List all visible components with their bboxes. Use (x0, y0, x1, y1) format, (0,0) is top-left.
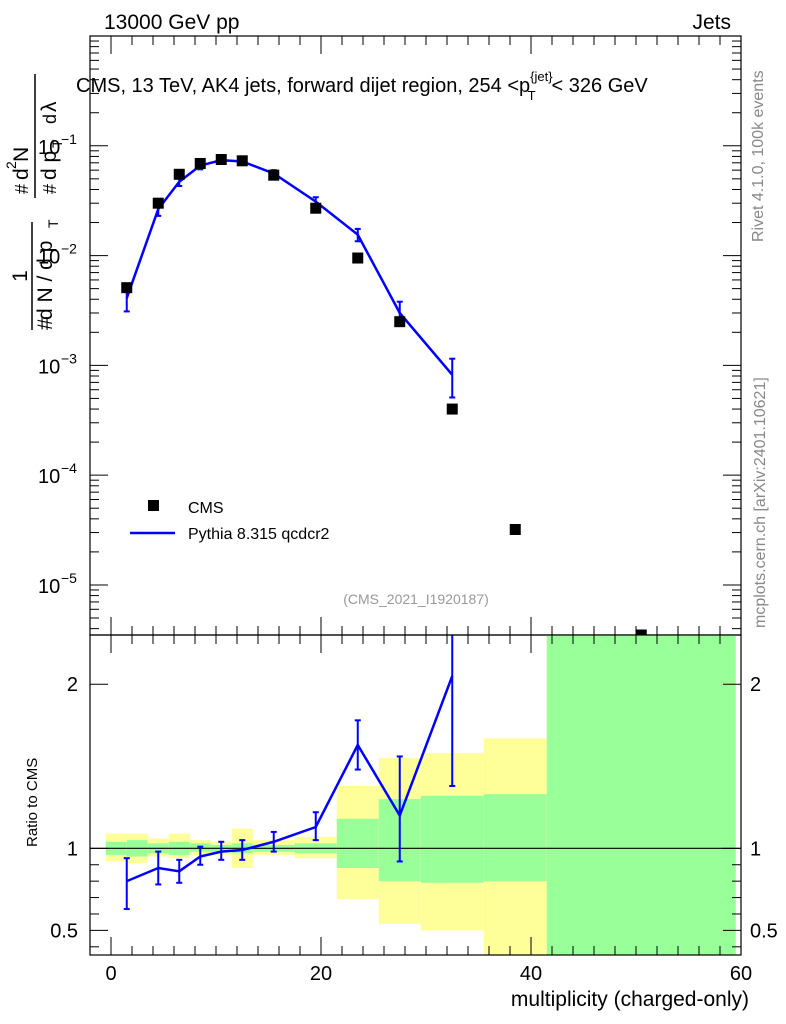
svg-text:#: # (12, 184, 32, 194)
ratio-y-axis-label: Ratio to CMS (24, 758, 41, 847)
category-label: Jets (692, 11, 731, 34)
y-tick-exponent: −2 (61, 241, 77, 257)
y-tick-label: 10 (38, 576, 60, 598)
ratio-band-green (420, 795, 484, 883)
cms-data-point (152, 197, 164, 209)
cms-data-point (509, 523, 521, 535)
ratio-y-tick-label-right: 0.5 (750, 920, 778, 942)
ratio-y-tick-label-left: 1 (67, 838, 78, 860)
legend-label-pythia: Pythia 8.315 qcdcr2 (188, 526, 330, 543)
ratio-band-green (336, 818, 379, 869)
ratio-y-tick-label-left: 0.5 (50, 920, 78, 942)
ratio-band-green (483, 794, 547, 882)
y-tick-exponent: −5 (61, 570, 77, 586)
rivet-label: Rivet 4.1.0, 100k events (750, 70, 767, 242)
svg-text:T: T (45, 219, 61, 228)
legend: CMS Pythia 8.315 qcdcr2 (130, 500, 330, 543)
ratio-band-green (546, 635, 736, 955)
x-tick-label: 20 (310, 963, 332, 985)
y-tick-label: 10 (38, 137, 60, 159)
ratio-y-tick-label-right: 2 (750, 674, 761, 696)
cms-data-point (236, 155, 248, 167)
main-frame (89, 35, 742, 636)
svg-text:d: d (40, 114, 60, 124)
svg-text:1: 1 (9, 270, 32, 282)
ratio-frame (89, 634, 742, 956)
cms-data-point (215, 154, 227, 166)
ratio-panel: 0.5 0.51 12 20 20 40 60 Ratio to CMS multiplic… (24, 634, 778, 1011)
legend-label-cms: CMS (188, 500, 224, 517)
y-tick-exponent: −4 (61, 460, 77, 476)
main-axis-ticks: 10−510−410−310−210−1 (38, 35, 742, 635)
ratio-y-tick-label-left: 2 (67, 674, 78, 696)
analysis-label: (CMS_2021_I1920187) (343, 591, 489, 607)
svg-text:#: # (34, 318, 57, 330)
y-tick-exponent: −1 (61, 131, 77, 147)
ratio-y-tick-label-right: 1 (750, 838, 761, 860)
y-tick-label: 10 (38, 356, 60, 378)
x-axis-label: multiplicity (charged-only) (511, 988, 749, 1011)
cms-data-point (121, 282, 133, 294)
main-panel: 10−510−410−310−210−1 CMS, 13 TeV, AK4 je… (3, 35, 742, 636)
pythia-line (125, 158, 454, 376)
ratio-uncertainty-bands (105, 635, 736, 955)
svg-text:#: # (40, 184, 60, 194)
legend-item-cms: CMS (148, 500, 224, 517)
x-tick-label: 60 (730, 963, 752, 985)
main-series (121, 154, 647, 635)
y-tick-label: 10 (38, 247, 60, 269)
legend-marker-cms (148, 500, 159, 511)
cms-data-point (635, 629, 647, 635)
cms-data-point (446, 403, 458, 415)
cms-data-point (394, 316, 406, 328)
legend-item-pythia: Pythia 8.315 qcdcr2 (130, 526, 330, 543)
x-tick-label: 40 (520, 963, 542, 985)
ratio-series (123, 635, 456, 911)
energy-label: 13000 GeV pp (104, 11, 239, 34)
cms-data-point (173, 168, 185, 180)
svg-text:N: N (10, 147, 33, 162)
main-title: CMS, 13 TeV, AK4 jets, forward dijet reg… (76, 69, 648, 103)
svg-text:T: T (49, 139, 65, 148)
cms-data-point (268, 169, 280, 181)
svg-text:λ: λ (38, 101, 61, 112)
cms-data-point (194, 157, 206, 169)
svg-text:d: d (10, 168, 33, 180)
cms-data-point (352, 252, 364, 264)
y-tick-label: 10 (38, 466, 60, 488)
y-tick-exponent: −3 (61, 350, 77, 366)
svg-text:d p: d p (38, 151, 61, 180)
mcplots-label: mcplots.cern.ch [arXiv:2401.10621] (752, 377, 769, 628)
svg-text:d N / d p: d N / d p (34, 241, 57, 320)
main-y-axis-label: 1 # d N / d p T # d 2 N # d p T d λ (3, 74, 65, 330)
cms-data-point (310, 202, 322, 214)
x-tick-label: 0 (105, 963, 116, 985)
svg-text:2: 2 (3, 161, 19, 169)
